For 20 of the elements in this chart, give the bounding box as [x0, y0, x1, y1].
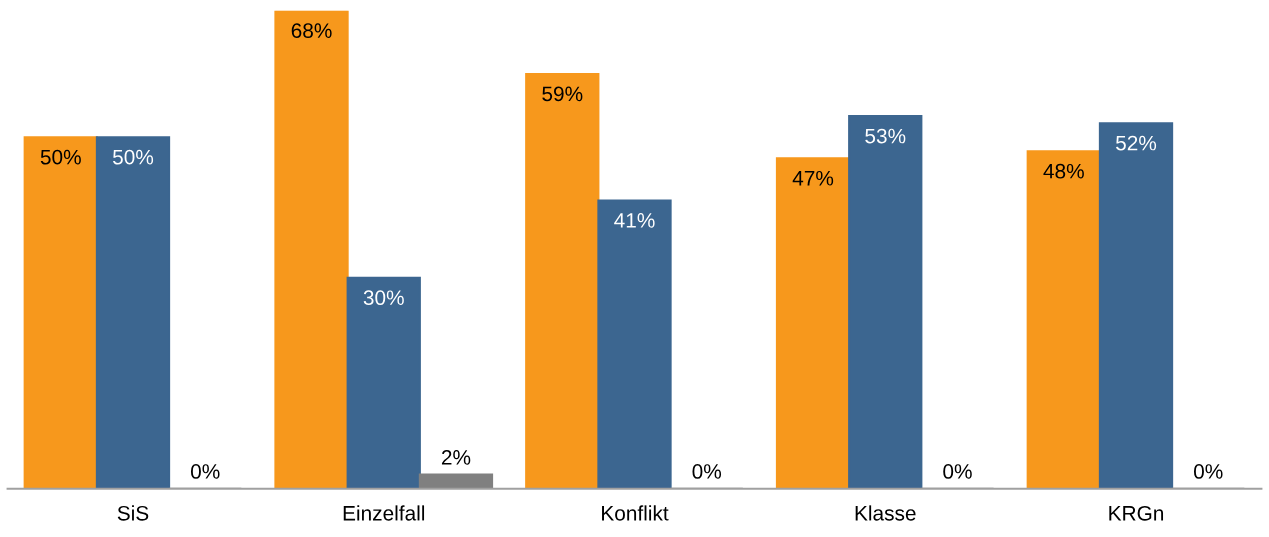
data-label: 30% [363, 290, 404, 306]
data-label: 0% [1193, 464, 1223, 479]
data-label: 68% [291, 23, 332, 38]
data-label: 0% [943, 464, 972, 479]
x-tick-label: Klasse [855, 505, 916, 521]
x-tick-label: Einzelfall [343, 505, 425, 521]
data-label: 0% [190, 464, 220, 479]
data-label: 47% [792, 170, 834, 186]
data-label: 2% [441, 450, 471, 465]
x-tick-label: KRGn [1109, 505, 1164, 521]
data-label: 52% [1115, 135, 1157, 151]
data-label: 48% [1043, 163, 1084, 179]
data-label: 59% [542, 86, 583, 102]
x-tick-label: SiS [117, 505, 149, 521]
data-label: 50% [40, 149, 81, 165]
data-label: 41% [614, 213, 655, 228]
data-label: 0% [692, 464, 722, 479]
data-label: 50% [112, 149, 154, 165]
x-tick-label: Konflikt [602, 505, 669, 521]
data-label: 53% [865, 128, 906, 144]
